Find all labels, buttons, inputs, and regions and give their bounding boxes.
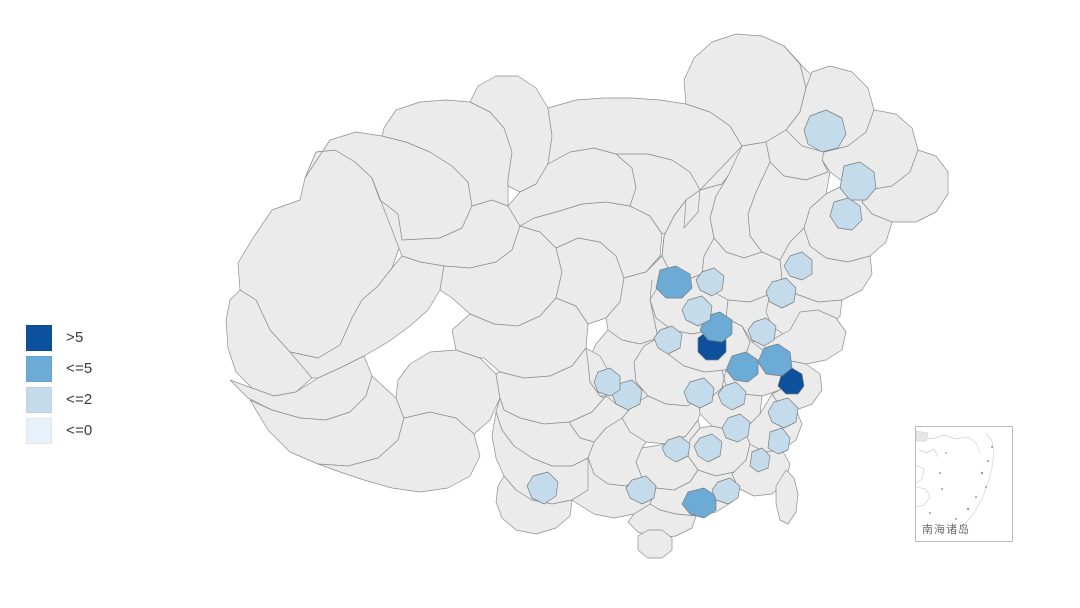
south-china-sea-inset[interactable]: 南海诸岛: [915, 426, 1013, 542]
region-fujian-s: [749, 447, 771, 473]
region-heilongjiang-e: [839, 161, 877, 201]
region-guangxi-n: [661, 435, 691, 463]
region-heilongjiang-n: [803, 109, 847, 153]
legend-item[interactable]: <=2: [26, 384, 136, 415]
legend-label-gt5: >5: [66, 329, 84, 346]
region-shandong-e: [765, 277, 797, 309]
region-hunan-s: [693, 433, 723, 463]
region-shanghai: [777, 367, 805, 395]
legend-label-lte2: <=2: [66, 391, 93, 408]
legend-swatch-gt5: [26, 324, 52, 351]
region-liaoning-e: [783, 251, 813, 281]
region-jiangsu-n: [747, 317, 777, 347]
region-anhui-n: [695, 267, 725, 297]
region-zhejiang-n: [767, 397, 799, 429]
inset-map-graphic: [916, 427, 1012, 541]
region-guangdong-e: [711, 477, 741, 505]
region-hunan-n: [683, 377, 715, 409]
region-heilongjiang-s: [829, 197, 863, 231]
region-hubei-w: [653, 325, 683, 355]
color-scale-legend: >5 <=5 <=2 <=0: [26, 322, 136, 446]
region-sichuan-e: [593, 367, 621, 397]
region-guangxi-s: [625, 475, 657, 505]
legend-swatch-lte2: [26, 386, 52, 413]
region-henan-s: [681, 295, 713, 327]
inset-label: 南海诸岛: [922, 523, 970, 536]
region-zhejiang-s: [767, 427, 791, 455]
region-anhui-s: [717, 381, 747, 411]
legend-swatch-lte5: [26, 355, 52, 382]
legend-item[interactable]: <=5: [26, 353, 136, 384]
legend-swatch-lte0: [26, 417, 52, 444]
legend-item[interactable]: >5: [26, 322, 136, 353]
legend-label-lte5: <=5: [66, 360, 93, 377]
region-henan-n: [655, 265, 693, 299]
region-anhui-c: [725, 351, 759, 383]
legend-item[interactable]: <=0: [26, 415, 136, 446]
prefecture-data-layer: [526, 109, 877, 519]
legend-label-lte0: <=0: [66, 422, 93, 439]
region-jiangsu-s: [757, 343, 793, 377]
region-prd: [681, 487, 717, 519]
region-yunnan-s: [526, 471, 559, 505]
region-jiangxi-n: [721, 413, 751, 443]
prefecture-base-layer: [225, 33, 949, 559]
